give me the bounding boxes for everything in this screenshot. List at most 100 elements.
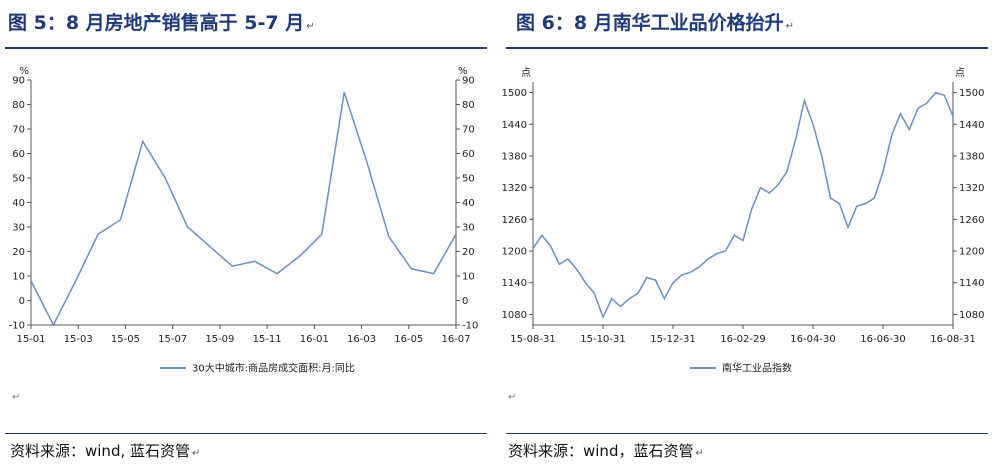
data-point [821, 155, 823, 157]
data-point [681, 274, 683, 276]
y-unit-right: % [458, 66, 468, 77]
y-tick-label-right: 80 [462, 100, 475, 111]
data-point [847, 226, 849, 228]
data-point [760, 187, 762, 189]
y-tick-label-left: 1380 [502, 151, 527, 162]
x-tick-label: 15-12-31 [650, 334, 695, 345]
y-tick-label-right: 1500 [959, 88, 984, 99]
y-tick-label-right: -10 [462, 321, 478, 332]
y-tick-label-left: 50 [12, 174, 25, 185]
data-point [602, 316, 604, 318]
legend-label: 南华工业品指数 [722, 362, 792, 375]
x-tick-label: 15-11 [253, 334, 282, 345]
data-point [803, 99, 805, 101]
y-tick-label-left: -10 [9, 321, 25, 332]
title-divider [5, 47, 487, 49]
title-divider [506, 47, 988, 49]
paragraph-mark-icon: ↵ [192, 448, 201, 459]
y-tick-label-left: 70 [12, 125, 25, 136]
data-point [119, 219, 121, 221]
paragraph-mark-icon: ↵ [785, 21, 795, 32]
y-unit-left: 点 [521, 67, 531, 79]
data-point [30, 280, 32, 282]
y-unit-right: 点 [955, 67, 965, 79]
data-point [917, 107, 919, 109]
y-tick-label-left: 90 [12, 76, 25, 87]
data-point [742, 239, 744, 241]
x-tick-label: 16-03 [347, 334, 376, 345]
legend-label: 30大中城市:商品房成交面积:月:同比 [192, 362, 355, 375]
y-tick-label-right: 90 [462, 76, 475, 87]
y-tick-label-left: 1260 [502, 215, 527, 226]
data-point [637, 292, 639, 294]
y-tick-label-left: 1440 [502, 120, 527, 131]
y-tick-label-left: 60 [12, 149, 25, 160]
data-point [164, 177, 166, 179]
right-panel: 图 6：8 月南华工业品价格抬升 ↵ 1080 1080 1140 1140 1200 12… [500, 0, 994, 475]
x-tick-label: 15-01 [16, 334, 45, 345]
y-tick-label-left: 0 [19, 296, 25, 307]
paragraph-mark-icon: ↵ [508, 392, 517, 403]
y-tick-label-right: 1440 [959, 120, 984, 131]
data-point [725, 250, 727, 252]
data-point [882, 171, 884, 173]
source-note: 资料来源：wind，蓝石资管 ↵ [508, 442, 704, 460]
y-tick-label-left: 1080 [502, 310, 527, 321]
source-divider [5, 433, 487, 434]
x-tick-label: 15-07 [158, 334, 187, 345]
data-point [777, 184, 779, 186]
y-tick-label-right: 1140 [959, 278, 984, 289]
data-point [655, 279, 657, 281]
x-tick-label: 16-01 [300, 334, 329, 345]
y-tick-label-right: 30 [462, 223, 475, 234]
x-tick-label: 16-06-30 [860, 334, 905, 345]
data-point [733, 234, 735, 236]
data-point [410, 268, 412, 270]
y-tick-label-left: 80 [12, 100, 25, 111]
data-point [298, 255, 300, 257]
data-point [97, 233, 99, 235]
data-point [388, 236, 390, 238]
x-tick-label: 16-08-31 [930, 334, 975, 345]
data-point [343, 91, 345, 93]
data-point [672, 282, 674, 284]
data-point [576, 269, 578, 271]
x-tick-label: 16-05 [394, 334, 423, 345]
paragraph-mark-icon: ↵ [12, 392, 21, 403]
data-point [873, 197, 875, 199]
y-tick-label-right: 10 [462, 272, 475, 283]
data-point [646, 276, 648, 278]
data-point [209, 246, 211, 248]
y-tick-label-right: 1380 [959, 151, 984, 162]
data-point [455, 233, 457, 235]
data-point [795, 139, 797, 141]
y-tick-label-right: 70 [462, 125, 475, 136]
y-tick-label-left: 1500 [502, 88, 527, 99]
paragraph-mark-icon: ↵ [306, 21, 315, 32]
x-tick-label: 16-04-30 [790, 334, 835, 345]
data-point [75, 280, 77, 282]
data-point [830, 197, 832, 199]
data-point [550, 245, 552, 247]
data-point [620, 306, 622, 308]
data-point [716, 253, 718, 255]
series-line [30, 92, 457, 327]
y-tick-label-left: 40 [12, 198, 25, 209]
data-point [52, 324, 54, 326]
y-tick-label-right: 20 [462, 247, 475, 258]
y-tick-label-right: 50 [462, 174, 475, 185]
data-point [768, 192, 770, 194]
data-point [865, 203, 867, 205]
data-point [558, 263, 560, 265]
series-line [532, 91, 954, 320]
data-point [276, 273, 278, 275]
y-tick-label-left: 20 [12, 247, 25, 258]
data-point [900, 113, 902, 115]
data-point [433, 273, 435, 275]
data-point [856, 205, 858, 207]
x-tick-label: 16-07 [441, 334, 470, 345]
data-point [541, 234, 543, 236]
y-tick-label-right: 60 [462, 149, 475, 160]
source-note: 资料来源：wind, 蓝石资管 ↵ [10, 442, 201, 460]
data-point [891, 134, 893, 136]
